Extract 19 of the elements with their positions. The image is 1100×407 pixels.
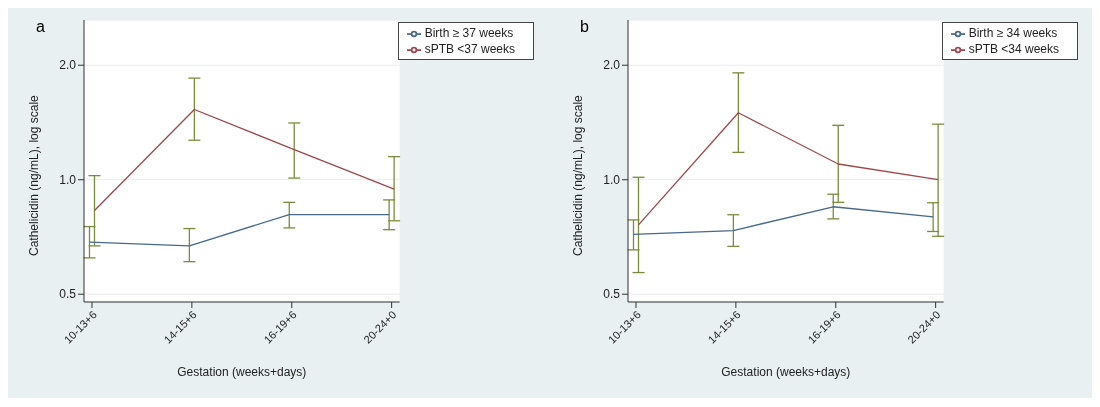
y-tick-label: 1.0 — [603, 172, 621, 187]
y-tick-label: 0.5 — [603, 287, 621, 302]
legend-label: sPTB <37 weeks — [424, 42, 515, 56]
y-tick-label: 2.0 — [603, 58, 621, 73]
x-axis-title: Gestation (weeks+days) — [721, 365, 851, 379]
chart-title: a — [36, 18, 45, 36]
x-axis-title: Gestation (weeks+days) — [177, 365, 307, 379]
y-axis-title: Cathelicidin (ng/mL), log scale — [571, 94, 586, 256]
y-tick-label: 2.0 — [59, 58, 77, 73]
y-tick-label: 1.0 — [59, 172, 77, 187]
legend-label: Birth ≥ 37 weeks — [424, 26, 514, 40]
chart-title: b — [580, 18, 589, 36]
legend-label: sPTB <34 weeks — [968, 42, 1059, 56]
line-series — [93, 108, 395, 212]
y-tick-label: 0.5 — [59, 287, 77, 302]
line-series — [632, 206, 934, 236]
line-series — [637, 112, 939, 226]
legend-label: Birth ≥ 34 weeks — [968, 26, 1058, 40]
y-axis-title: Cathelicidin (ng/mL), log scale — [27, 94, 42, 256]
